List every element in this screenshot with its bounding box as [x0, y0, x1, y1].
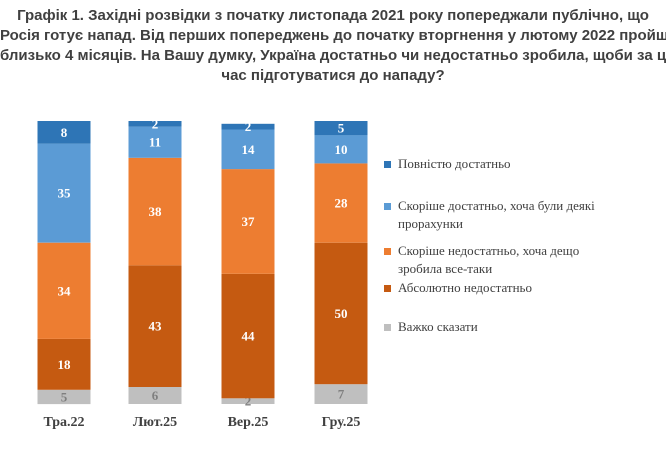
data-label: 28 — [335, 196, 349, 211]
data-label: 7 — [338, 387, 345, 402]
bar-segment — [221, 123, 275, 130]
x-tick-label: Вер.25 — [228, 415, 269, 430]
data-label: 5 — [61, 389, 68, 404]
bar-segment — [37, 389, 91, 405]
data-label: 5 — [338, 121, 345, 136]
data-label: 34 — [58, 283, 72, 298]
bar-segment — [37, 242, 91, 339]
bar-segment — [128, 157, 182, 266]
legend-label: зробила все-таки — [398, 261, 492, 276]
legend-marker — [384, 324, 391, 331]
legend-marker — [384, 285, 391, 292]
bar-segment — [221, 129, 275, 170]
bar-segment — [128, 387, 182, 404]
legend-label: Абсолютно недостатньо — [398, 280, 532, 295]
bar-segment — [221, 398, 275, 404]
legend-label: прорахунки — [398, 216, 463, 231]
bar-segment — [314, 163, 368, 243]
data-label: 2 — [152, 116, 159, 131]
data-label: 11 — [149, 135, 161, 150]
data-label: 50 — [335, 306, 348, 321]
bar-segment — [314, 121, 368, 136]
data-label: 2 — [245, 119, 252, 134]
bar-segment — [128, 121, 182, 127]
data-label: 8 — [61, 125, 68, 140]
bar-segment — [37, 143, 91, 243]
x-tick-label: Гру.25 — [322, 415, 361, 430]
bar-segment — [221, 169, 275, 274]
legend-label: Важко сказати — [398, 319, 478, 334]
bar-segment — [314, 242, 368, 385]
bar-segment — [314, 384, 368, 404]
bar-segment — [221, 273, 275, 399]
bar-segment — [128, 126, 182, 158]
data-label: 6 — [152, 388, 159, 403]
legend-marker — [384, 248, 391, 255]
data-label: 18 — [58, 357, 72, 372]
data-label: 44 — [242, 329, 256, 344]
title-line: час підготуватися до нападу? — [221, 67, 445, 84]
bar-segment — [37, 121, 91, 144]
legend-label: Скоріше недостатньо, хоча дещо — [398, 243, 579, 258]
bar-segment — [314, 135, 368, 164]
legend-marker — [384, 203, 391, 210]
x-tick-label: Тра.22 — [43, 415, 84, 430]
data-label: 43 — [149, 319, 163, 334]
data-label: 10 — [335, 142, 348, 157]
bar-segment — [37, 338, 91, 390]
data-label: 38 — [149, 204, 163, 219]
data-label: 37 — [242, 214, 256, 229]
data-label: 35 — [58, 186, 72, 201]
bar-segment — [128, 265, 182, 387]
legend-label: Повністю достатньо — [398, 156, 511, 171]
data-label: 14 — [242, 142, 256, 157]
legend-label: Скоріше достатньо, хоча були деякі — [398, 198, 595, 213]
title-line: Графік 1. Західні розвідки з початку лис… — [17, 7, 649, 24]
data-label: 2 — [245, 394, 252, 409]
title-line: Росія готує напад. Від перших попереджен… — [0, 27, 666, 44]
legend-marker — [384, 161, 391, 168]
title-line: близько 4 місяців. На Вашу думку, Україн… — [0, 47, 666, 64]
chart-title: Графік 1. Західні розвідки з початку лис… — [0, 6, 666, 86]
x-tick-label: Лют.25 — [133, 415, 177, 430]
